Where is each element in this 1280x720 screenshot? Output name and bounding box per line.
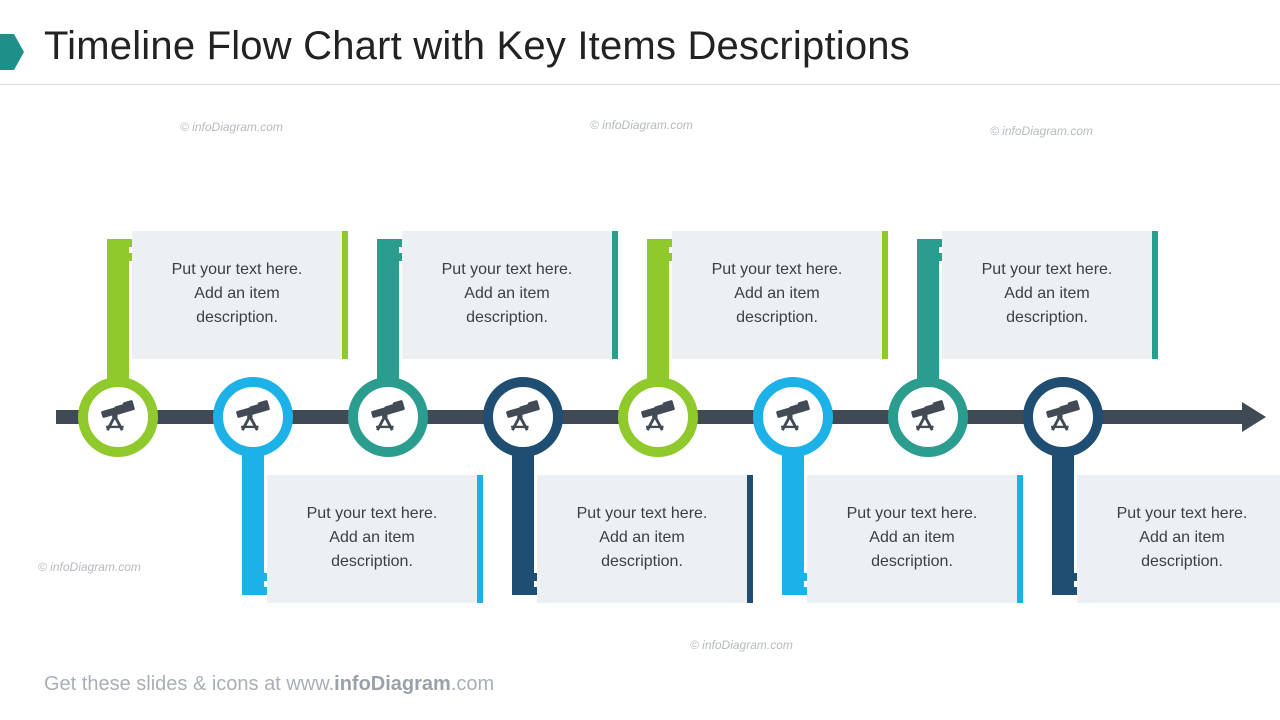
- timeline-node-5: [618, 377, 698, 457]
- telescope-icon: [99, 400, 137, 434]
- description-line: Add an item: [960, 282, 1134, 306]
- description-line: description.: [1095, 550, 1269, 574]
- description-box: Put your text here.Add an itemdescriptio…: [1077, 475, 1280, 603]
- description-line: Add an item: [420, 282, 594, 306]
- timeline-node-3: [348, 377, 428, 457]
- timeline-node-1: [78, 377, 158, 457]
- description-line: description.: [960, 306, 1134, 330]
- node-ring: [213, 377, 293, 457]
- key-stem-icon: [647, 239, 669, 389]
- key-stem-icon: [917, 239, 939, 389]
- description-line: Add an item: [825, 526, 999, 550]
- description-box: Put your text here.Add an itemdescriptio…: [402, 231, 612, 359]
- node-ring: [618, 377, 698, 457]
- watermark-text: © infoDiagram.com: [180, 120, 283, 134]
- description-line: Add an item: [285, 526, 459, 550]
- title-accent-notch: [0, 34, 14, 70]
- description-line: Add an item: [690, 282, 864, 306]
- description-accent-bar: [612, 231, 618, 359]
- description-accent-bar: [1017, 475, 1023, 603]
- node-ring: [888, 377, 968, 457]
- telescope-icon: [234, 400, 272, 434]
- watermark-text: © infoDiagram.com: [590, 118, 693, 132]
- description-line: Add an item: [1095, 526, 1269, 550]
- node-ring: [483, 377, 563, 457]
- telescope-icon: [774, 400, 812, 434]
- footer-prefix: Get these slides & icons at www.: [44, 673, 334, 695]
- telescope-icon: [639, 400, 677, 434]
- item-description-8: Put your text here.Add an itemdescriptio…: [1077, 475, 1280, 603]
- description-accent-bar: [747, 475, 753, 603]
- description-line: description.: [825, 550, 999, 574]
- node-ring: [1023, 377, 1103, 457]
- description-line: Add an item: [555, 526, 729, 550]
- description-accent-bar: [882, 231, 888, 359]
- node-ring: [348, 377, 428, 457]
- key-stem-icon: [242, 445, 264, 595]
- key-stem-icon: [512, 445, 534, 595]
- telescope-icon: [369, 400, 407, 434]
- description-line: Put your text here.: [285, 502, 459, 526]
- item-description-3: Put your text here.Add an itemdescriptio…: [402, 231, 612, 359]
- description-line: description.: [690, 306, 864, 330]
- description-line: description.: [150, 306, 324, 330]
- description-accent-bar: [342, 231, 348, 359]
- key-stem-icon: [1052, 445, 1074, 595]
- description-box: Put your text here.Add an itemdescriptio…: [132, 231, 342, 359]
- description-box: Put your text here.Add an itemdescriptio…: [537, 475, 747, 603]
- description-line: Put your text here.: [825, 502, 999, 526]
- footer-bold: infoDiagram: [334, 673, 451, 695]
- description-line: Put your text here.: [690, 258, 864, 282]
- item-description-5: Put your text here.Add an itemdescriptio…: [672, 231, 882, 359]
- description-line: Put your text here.: [555, 502, 729, 526]
- timeline-node-7: [888, 377, 968, 457]
- timeline-node-6: [753, 377, 833, 457]
- description-accent-bar: [1152, 231, 1158, 359]
- item-description-6: Put your text here.Add an itemdescriptio…: [807, 475, 1017, 603]
- timeline-arrowhead-icon: [1242, 402, 1266, 432]
- description-line: Put your text here.: [420, 258, 594, 282]
- description-line: Put your text here.: [960, 258, 1134, 282]
- slide: { "title": "Timeline Flow Chart with Key…: [0, 0, 1280, 720]
- description-accent-bar: [477, 475, 483, 603]
- description-line: Add an item: [150, 282, 324, 306]
- key-stem-icon: [782, 445, 804, 595]
- telescope-icon: [909, 400, 947, 434]
- timeline-node-8: [1023, 377, 1103, 457]
- footer-suffix: .com: [451, 673, 494, 695]
- watermark-text: © infoDiagram.com: [990, 124, 1093, 138]
- item-description-1: Put your text here.Add an itemdescriptio…: [132, 231, 342, 359]
- item-description-4: Put your text here.Add an itemdescriptio…: [537, 475, 747, 603]
- description-line: description.: [285, 550, 459, 574]
- node-ring: [753, 377, 833, 457]
- title-underline: [0, 84, 1280, 85]
- description-box: Put your text here.Add an itemdescriptio…: [267, 475, 477, 603]
- page-title: Timeline Flow Chart with Key Items Descr…: [44, 24, 910, 69]
- item-description-7: Put your text here.Add an itemdescriptio…: [942, 231, 1152, 359]
- timeline-flowchart: Put your text here.Add an itemdescriptio…: [0, 140, 1280, 650]
- item-description-2: Put your text here.Add an itemdescriptio…: [267, 475, 477, 603]
- key-stem-icon: [107, 239, 129, 389]
- node-ring: [78, 377, 158, 457]
- description-line: description.: [420, 306, 594, 330]
- key-stem-icon: [377, 239, 399, 389]
- timeline-node-2: [213, 377, 293, 457]
- telescope-icon: [1044, 400, 1082, 434]
- footer-attribution: Get these slides & icons at www.infoDiag…: [44, 673, 494, 696]
- timeline-node-4: [483, 377, 563, 457]
- description-line: Put your text here.: [1095, 502, 1269, 526]
- description-box: Put your text here.Add an itemdescriptio…: [807, 475, 1017, 603]
- telescope-icon: [504, 400, 542, 434]
- description-box: Put your text here.Add an itemdescriptio…: [942, 231, 1152, 359]
- description-line: Put your text here.: [150, 258, 324, 282]
- description-box: Put your text here.Add an itemdescriptio…: [672, 231, 882, 359]
- description-line: description.: [555, 550, 729, 574]
